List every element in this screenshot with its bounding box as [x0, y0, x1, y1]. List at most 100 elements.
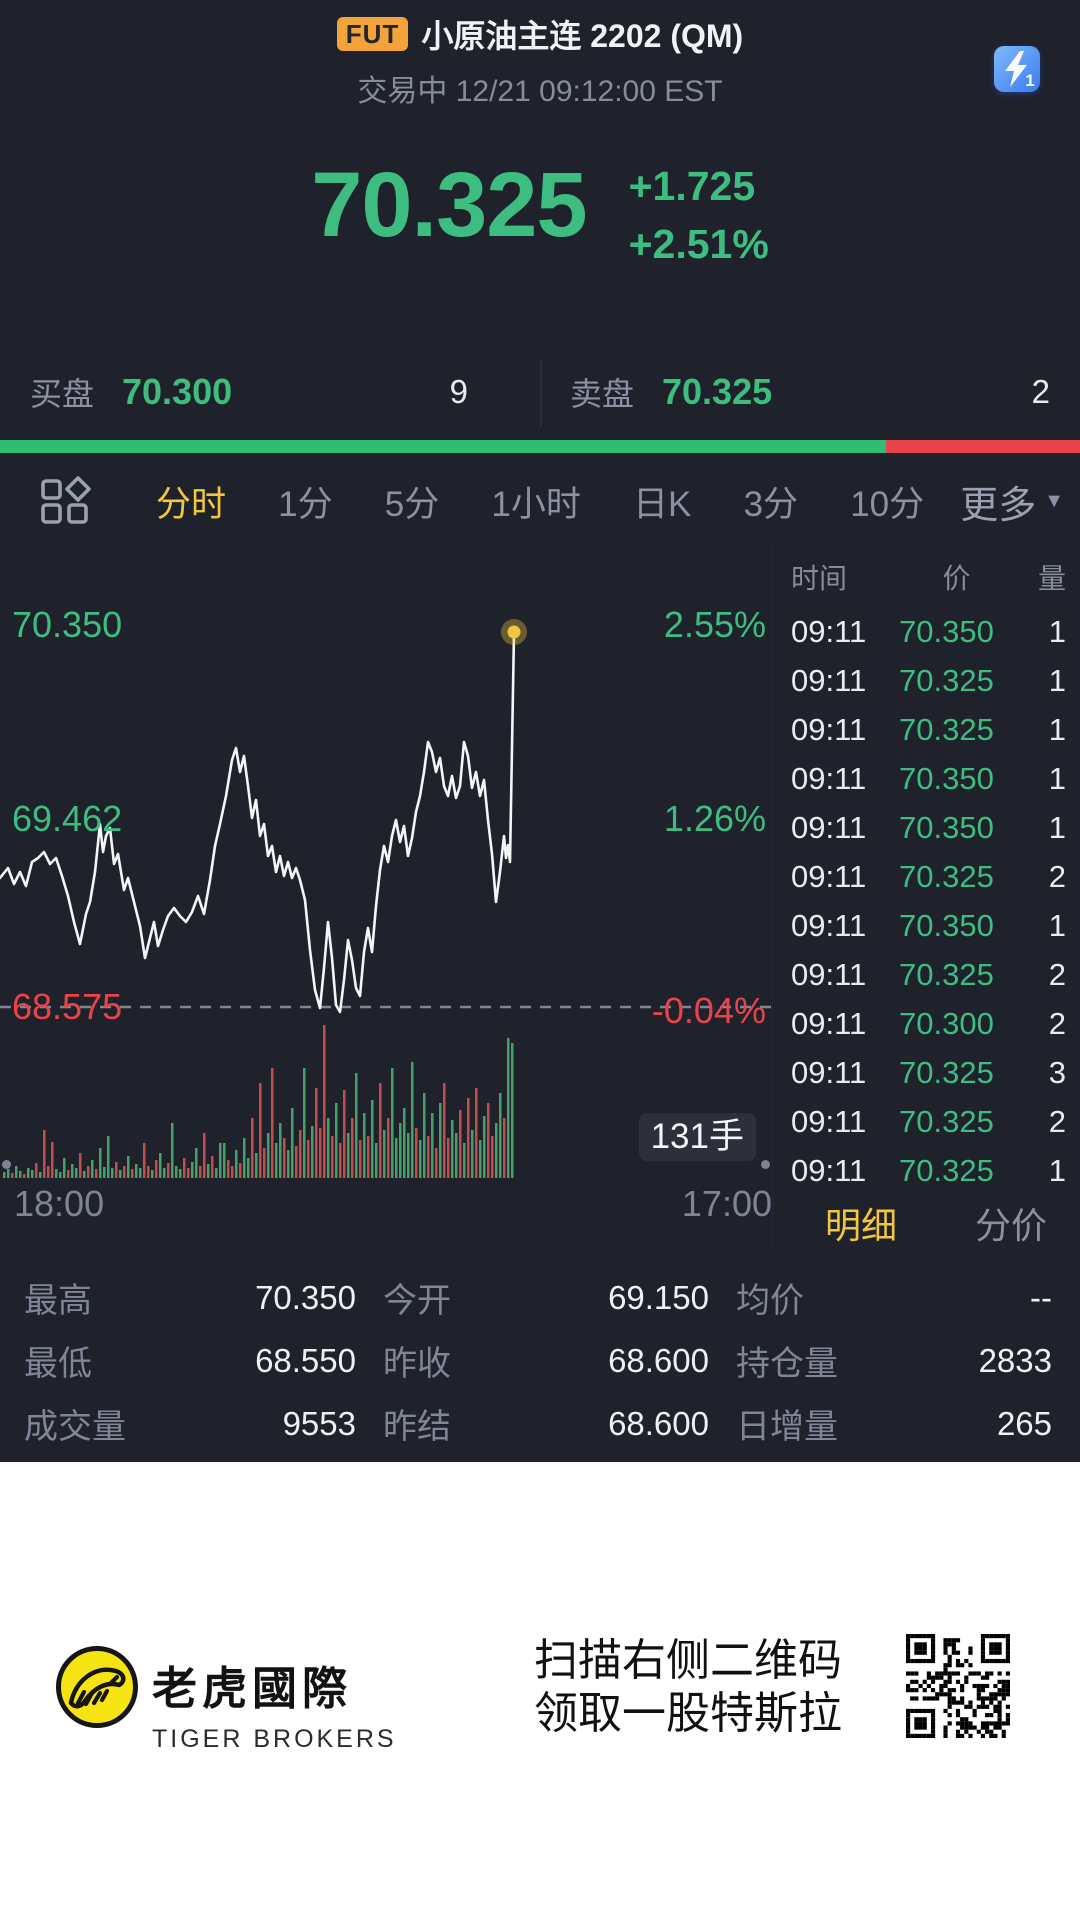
volume-tooltip-badge: 131手 — [638, 1113, 756, 1161]
stat-持仓量: 持仓量 2833 — [736, 1329, 1052, 1392]
price-change-pct: +2.51% — [628, 221, 769, 267]
trade-row: 09:11 70.325 2 — [773, 1097, 1080, 1146]
trade-price: 70.325 — [899, 1103, 994, 1139]
pane-handle-dot-right[interactable] — [761, 1160, 770, 1169]
page-title: 小原油主连 2202 (QM) — [421, 18, 744, 54]
bid-cell[interactable]: 买盘 70.300 9 — [0, 346, 540, 438]
trade-time: 09:11 — [791, 858, 867, 894]
chart-high-pct-label: 2.55% — [663, 604, 766, 645]
chart-high-price-label: 70.350 — [12, 604, 123, 645]
more-periods-button[interactable]: 更多 ▼ — [960, 474, 1064, 529]
period-tab-1小时[interactable]: 1小时 — [491, 484, 581, 524]
promo-footer: 老虎國際 TIGER BROKERS 扫描右侧二维码 领取一股特斯拉 — [0, 1462, 1080, 1913]
bid-price: 70.300 — [122, 371, 233, 412]
price-line — [0, 630, 516, 1014]
intraday-chart[interactable]: 70.350 69.462 68.575 2.55% 1.26% -0.04% … — [0, 545, 772, 1245]
trade-price: 70.325 — [899, 711, 994, 747]
trade-row: 09:11 70.325 3 — [773, 1048, 1080, 1097]
trades-list[interactable]: 09:11 70.350 1 09:11 70.325 1 09:11 70.325 1 09:1… — [773, 607, 1080, 1195]
trade-price: 70.350 — [899, 809, 994, 845]
period-tab-分时[interactable]: 分时 — [156, 484, 227, 524]
trade-price: 70.350 — [899, 760, 994, 796]
volume-bars — [3, 1025, 514, 1178]
time-axis-start: 18:00 — [14, 1183, 105, 1224]
trade-time: 09:11 — [791, 956, 867, 992]
last-price: 70.325 — [311, 154, 587, 256]
period-tab-1分[interactable]: 1分 — [278, 484, 333, 524]
bid-size: 9 — [449, 373, 468, 410]
period-tab-日K[interactable]: 日K — [633, 484, 692, 524]
stat-成交量: 成交量 9553 — [24, 1392, 356, 1455]
stat-label: 持仓量 — [736, 1345, 838, 1383]
trade-qty: 2 — [1048, 1005, 1066, 1041]
trade-qty: 2 — [1048, 1103, 1066, 1139]
stat-昨结: 昨结 68.600 — [383, 1392, 709, 1455]
trading-status-line: 交易中 12/21 09:12:00 EST — [357, 75, 723, 108]
col-price-header: 价 — [942, 563, 971, 594]
promo-line-1: 扫描右侧二维码 — [534, 1636, 842, 1685]
trade-qty: 1 — [1048, 613, 1066, 649]
ask-price: 70.325 — [662, 371, 773, 412]
period-tab-5分[interactable]: 5分 — [384, 484, 440, 524]
ask-cell[interactable]: 卖盘 70.325 2 — [540, 346, 1080, 438]
trade-qty: 1 — [1048, 809, 1066, 845]
tab-trade-details[interactable]: 明细 — [825, 1205, 898, 1246]
col-time-header: 时间 — [791, 563, 848, 594]
chart-layout-icon[interactable] — [38, 474, 92, 528]
bid-ask-ratio-bar — [0, 440, 1080, 453]
stat-value: 68.600 — [608, 1341, 709, 1379]
pane-handle-dot-left[interactable] — [2, 1160, 11, 1169]
lightning-icon: 1 — [1005, 51, 1035, 90]
trade-row: 09:11 70.325 2 — [773, 852, 1080, 901]
trade-price: 70.350 — [899, 613, 994, 649]
trade-time: 09:11 — [791, 1152, 867, 1188]
price-change: +1.725 — [628, 163, 756, 209]
trade-price: 70.300 — [899, 1005, 994, 1041]
dark-panel — [0, 0, 1080, 1462]
stat-label: 最低 — [24, 1345, 92, 1383]
trade-time: 09:11 — [791, 1054, 867, 1090]
qr-code — [906, 1634, 1010, 1738]
stats-grid: 最高 70.350 今开 69.150 均价 -- 最低 68.550 昨收 68.600 持仓量 2… — [24, 1266, 1056, 1455]
trade-row: 09:11 70.325 1 — [773, 1146, 1080, 1195]
stat-日增量: 日增量 265 — [736, 1392, 1052, 1455]
time-axis: 18:00 17:00 — [0, 1183, 772, 1231]
trade-time: 09:11 — [791, 662, 867, 698]
period-tab-10分[interactable]: 10分 — [850, 484, 925, 524]
trade-price: 70.325 — [899, 1054, 994, 1090]
order-book-row[interactable]: 买盘 70.300 9 卖盘 70.325 2 — [0, 346, 1080, 438]
stat-value: 265 — [996, 1404, 1052, 1442]
trade-time: 09:11 — [791, 1005, 867, 1041]
last-point-marker — [507, 625, 521, 639]
trade-qty: 1 — [1048, 711, 1066, 747]
trade-price: 70.325 — [899, 956, 994, 992]
trade-time: 09:11 — [791, 1103, 867, 1139]
stat-label: 最高 — [24, 1282, 92, 1320]
detail-tabs: 明细 分价 — [773, 1197, 1080, 1249]
tab-price-distribution[interactable]: 分价 — [975, 1205, 1048, 1246]
chevron-down-icon: ▼ — [1044, 489, 1064, 512]
stat-最低: 最低 68.550 — [24, 1329, 356, 1392]
trade-qty: 2 — [1048, 858, 1066, 894]
more-label: 更多 — [960, 484, 1037, 527]
trade-time: 09:11 — [791, 613, 867, 649]
bid-ratio-segment — [0, 440, 886, 453]
period-tabs: 分时 1分 5分 1小时 日K 3分 10分 — [156, 476, 924, 527]
chart-mid-pct-label: 1.26% — [663, 798, 766, 839]
stat-最高: 最高 70.350 — [24, 1266, 356, 1329]
stat-value: 2833 — [978, 1341, 1052, 1379]
trade-price: 70.325 — [899, 662, 994, 698]
brand-block: 老虎國際 TIGER BROKERS — [152, 1652, 397, 1754]
flash-order-button[interactable]: 1 — [994, 46, 1040, 92]
trade-qty: 3 — [1048, 1054, 1066, 1090]
trade-row: 09:11 70.350 1 — [773, 901, 1080, 950]
period-tab-3分[interactable]: 3分 — [743, 484, 799, 524]
trade-row: 09:11 70.300 2 — [773, 999, 1080, 1048]
stat-均价: 均价 -- — [736, 1266, 1052, 1329]
promo-text: 扫描右侧二维码 领取一股特斯拉 — [534, 1634, 842, 1740]
chart-low-pct-label: -0.04% — [651, 990, 766, 1031]
trade-row: 09:11 70.325 2 — [773, 950, 1080, 999]
futures-type-badge: FUT — [336, 17, 409, 51]
period-tabbar: 分时 1分 5分 1小时 日K 3分 10分 更多 ▼ — [0, 458, 1080, 544]
